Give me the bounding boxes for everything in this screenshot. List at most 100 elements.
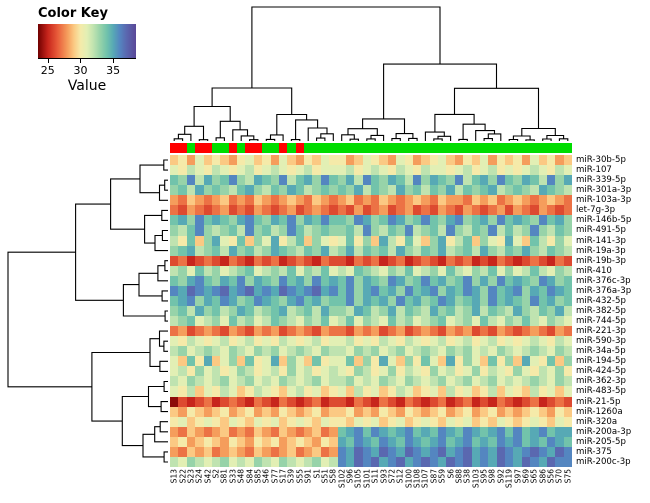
heatmap-cell xyxy=(312,285,321,296)
heatmap-cell xyxy=(203,255,212,266)
heatmap-cell xyxy=(270,316,279,327)
heatmap-cell xyxy=(345,275,355,286)
heatmap-cell xyxy=(538,265,547,276)
heatmap-cell xyxy=(454,195,464,206)
heatmap-cell xyxy=(421,185,430,196)
heatmap-cell xyxy=(329,275,338,286)
heatmap-cell xyxy=(220,376,229,387)
heatmap-cell xyxy=(412,316,422,327)
heatmap-cell xyxy=(421,386,430,397)
heatmap-cell xyxy=(429,195,438,206)
heatmap-cell xyxy=(270,406,279,417)
heatmap-cell xyxy=(329,205,338,216)
heatmap-cell xyxy=(228,305,237,317)
heatmap-cell xyxy=(521,436,531,447)
heatmap-cell xyxy=(178,265,187,276)
heatmap-cell xyxy=(521,265,531,276)
heatmap-cell xyxy=(278,295,288,306)
heatmap-cell xyxy=(379,336,388,347)
heatmap-cell xyxy=(362,195,371,206)
heatmap-cell xyxy=(530,406,539,417)
heatmap-cell xyxy=(496,235,505,246)
column-label-cell: S93 xyxy=(379,469,388,503)
heatmap-cell xyxy=(496,396,505,407)
heatmap-cell xyxy=(538,346,547,357)
heatmap-cell xyxy=(320,205,330,216)
heatmap-cell xyxy=(438,205,447,216)
heatmap-cell xyxy=(412,436,422,447)
heatmap-cell xyxy=(446,235,455,246)
heatmap-cell xyxy=(304,255,313,266)
heatmap-cell xyxy=(312,456,321,467)
heatmap-cell xyxy=(237,225,246,236)
side-color-cell xyxy=(186,143,196,153)
heatmap-cell xyxy=(555,275,564,286)
heatmap-cell xyxy=(312,255,321,266)
heatmap-cell xyxy=(262,285,271,296)
side-color-cell xyxy=(345,143,355,153)
heatmap-cell xyxy=(438,316,447,327)
heatmap-cell xyxy=(304,426,313,437)
heatmap-cell xyxy=(270,205,279,216)
heatmap-cell xyxy=(170,215,179,226)
heatmap-cell xyxy=(345,456,355,467)
heatmap-cell xyxy=(220,436,229,447)
heatmap-cell xyxy=(178,346,187,357)
heatmap-cell xyxy=(463,195,472,206)
column-label: S38 xyxy=(462,469,472,484)
heatmap-cell xyxy=(513,446,522,457)
heatmap-cell xyxy=(228,185,237,196)
heatmap-cell xyxy=(496,215,505,226)
heatmap-cell xyxy=(186,235,196,246)
heatmap-cell xyxy=(396,255,405,266)
heatmap-cell xyxy=(488,446,497,457)
heatmap-cell xyxy=(203,265,212,276)
heatmap-cell xyxy=(329,185,338,196)
heatmap-cell xyxy=(245,185,254,196)
heatmap-cell xyxy=(471,386,480,397)
heatmap-cell xyxy=(404,235,413,246)
heatmap-cell xyxy=(521,416,531,427)
heatmap-cell xyxy=(379,456,388,467)
heatmap-cell xyxy=(228,386,237,397)
heatmap-cell xyxy=(479,406,489,417)
heatmap-cell xyxy=(228,366,237,377)
heatmap-cell xyxy=(345,195,355,206)
heatmap-cell xyxy=(354,195,363,206)
heatmap-cell xyxy=(278,225,288,236)
heatmap-cell xyxy=(421,356,430,367)
heatmap-cell xyxy=(178,326,187,337)
heatmap-cell xyxy=(505,416,514,427)
heatmap-cell xyxy=(337,336,346,347)
heatmap-cell xyxy=(521,295,531,306)
heatmap-cell xyxy=(228,446,237,457)
heatmap-cell xyxy=(396,436,405,447)
heatmap-cell xyxy=(304,316,313,327)
heatmap-cell xyxy=(555,235,564,246)
heatmap-cell xyxy=(463,185,472,196)
heatmap-cell xyxy=(329,195,338,206)
heatmap-cell xyxy=(513,456,522,467)
heatmap-cell xyxy=(379,446,388,457)
heatmap-cell xyxy=(404,326,413,337)
heatmap-cell xyxy=(438,305,447,317)
row-label: miR-141-3p xyxy=(576,235,626,246)
heatmap-cell xyxy=(412,155,422,166)
heatmap-cell xyxy=(412,456,422,467)
heatmap-cell xyxy=(345,396,355,407)
heatmap-cell xyxy=(170,386,179,397)
heatmap-cell xyxy=(345,225,355,236)
heatmap-cell xyxy=(253,245,263,256)
heatmap-cell xyxy=(186,326,196,337)
heatmap-cell xyxy=(496,295,505,306)
heatmap-cell xyxy=(371,175,380,186)
heatmap-cell xyxy=(387,416,397,427)
heatmap-cell xyxy=(245,436,254,447)
heatmap-cell xyxy=(329,336,338,347)
heatmap-cell xyxy=(438,366,447,377)
heatmap-cell xyxy=(262,265,271,276)
heatmap-cell xyxy=(387,245,397,256)
heatmap-cell xyxy=(412,406,422,417)
heatmap-cell xyxy=(270,386,279,397)
heatmap-cell xyxy=(471,456,480,467)
